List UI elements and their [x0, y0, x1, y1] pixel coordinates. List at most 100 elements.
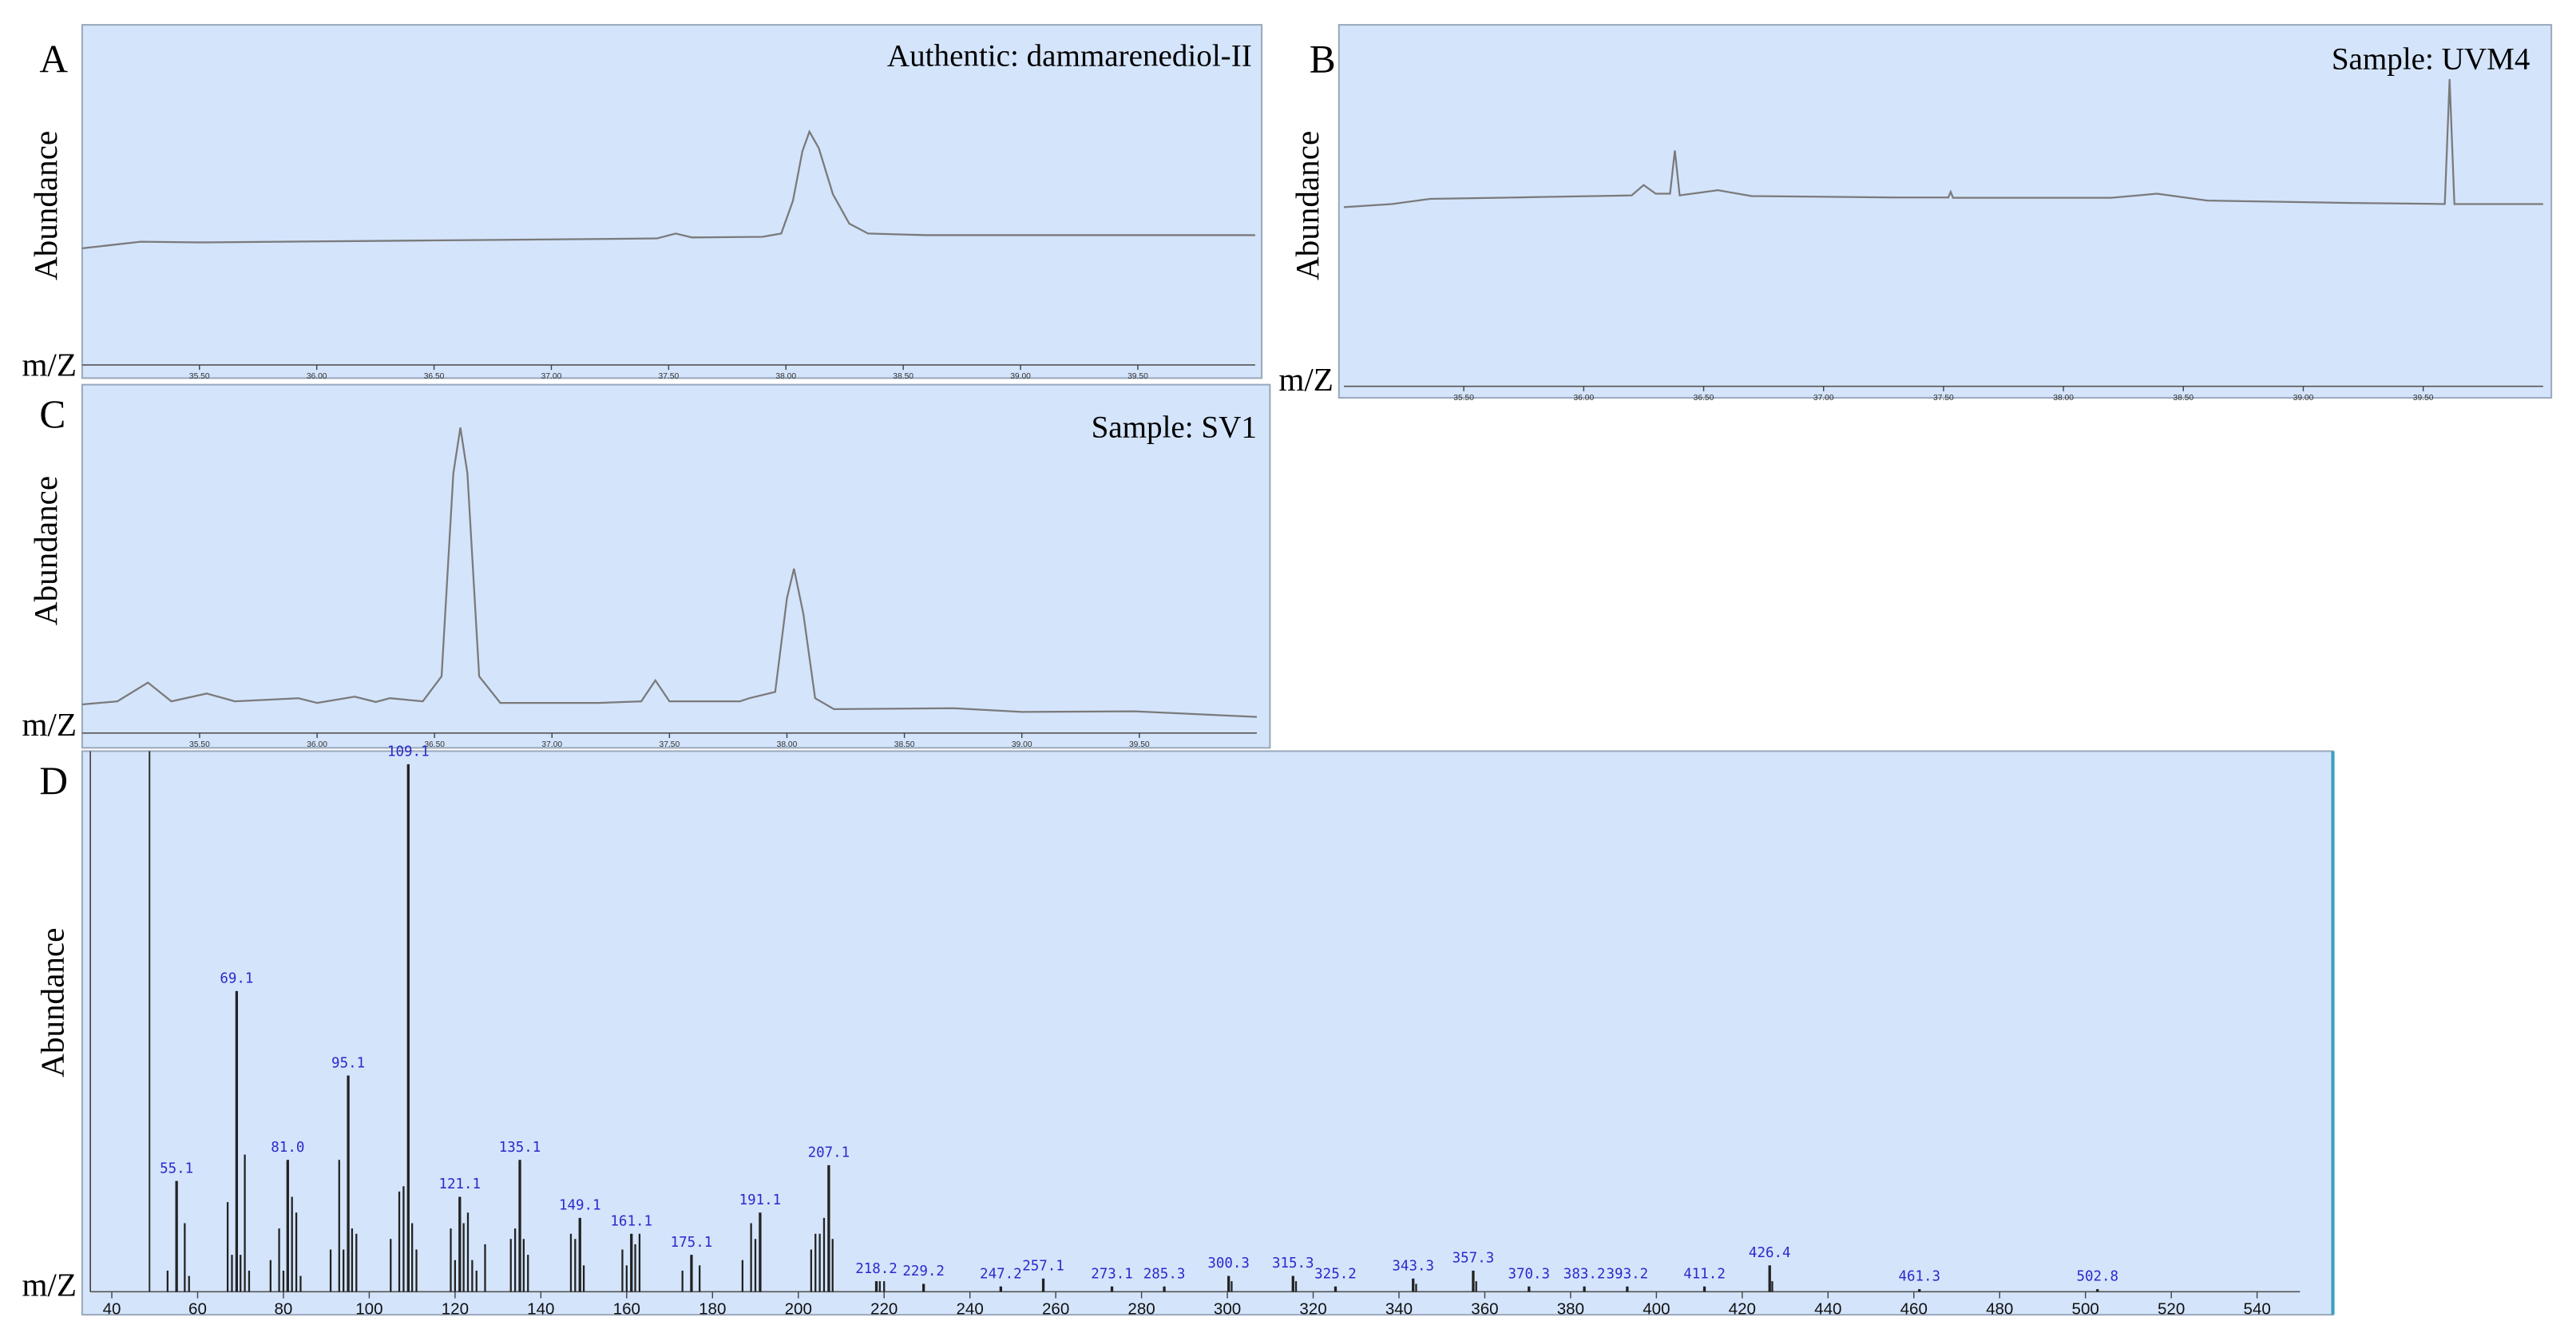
peak-label: 343.3: [1392, 1259, 1434, 1275]
x-tick-label: 37.00: [541, 740, 562, 749]
x-tick-label: 320: [1299, 1299, 1326, 1318]
peak-label: 247.2: [980, 1266, 1022, 1282]
y-axis-label: Abundance: [1289, 131, 1326, 280]
panel: A Authentic: dammarenediol-II Abundance m/Z…: [22, 24, 1263, 383]
peak-label: 135.1: [499, 1140, 541, 1156]
panel-label: C: [39, 392, 65, 436]
x-tick-label: 38.00: [775, 372, 796, 381]
peak-label: 218.2: [855, 1261, 898, 1277]
y-axis-label: Abundance: [27, 131, 64, 280]
x-tick-label: 280: [1127, 1299, 1155, 1318]
trace-line: [81, 427, 1257, 718]
x-tick-label: 180: [699, 1299, 726, 1318]
peak-label: 426.4: [1749, 1245, 1791, 1261]
peak-label: 175.1: [671, 1235, 713, 1251]
panel-title: Sample: UVM4: [2332, 42, 2530, 77]
x-tick-label: 240: [957, 1299, 984, 1318]
x-tick-label: 300: [1214, 1299, 1241, 1318]
x-tick-label: 39.00: [1012, 740, 1032, 749]
peak-label: 69.1: [220, 971, 253, 987]
x-tick-label: 36.00: [307, 740, 327, 749]
x-tick-label: 38.00: [777, 740, 798, 749]
x-tick-label: 39.00: [1010, 372, 1031, 381]
x-tick-label: 36.50: [1694, 394, 1714, 403]
x-tick-label: 400: [1643, 1299, 1670, 1318]
x-tick-label: 60: [188, 1299, 207, 1318]
peak-label: 300.3: [1207, 1256, 1250, 1272]
peak-label: 383.2: [1563, 1266, 1606, 1282]
peak-label: 411.2: [1683, 1266, 1726, 1282]
peak-label: 257.1: [1022, 1259, 1064, 1275]
x-axis-label: m/Z: [1278, 361, 1334, 398]
peak-label: 502.8: [2076, 1269, 2118, 1285]
x-tick-label: 38.50: [894, 740, 915, 749]
x-tick-label: 500: [2072, 1299, 2099, 1318]
x-tick-label: 36.50: [424, 740, 445, 749]
peak-label: 55.1: [160, 1160, 193, 1176]
peak-label: 161.1: [610, 1213, 652, 1229]
x-tick-label: 40: [103, 1299, 121, 1318]
x-tick-label: 39.50: [1129, 740, 1150, 749]
x-tick-label: 38.50: [893, 372, 913, 381]
peak-label: 357.3: [1452, 1251, 1495, 1267]
x-tick-label: 35.50: [1453, 394, 1474, 403]
x-tick-label: 100: [355, 1299, 382, 1318]
x-tick-label: 200: [785, 1299, 812, 1318]
panel: D Abundance m/Z 40 60 80 100 120 140 160 180 200 220…: [22, 744, 2335, 1318]
x-tick-label: 36.00: [307, 372, 327, 381]
x-tick-label: 36.50: [424, 372, 445, 381]
x-tick-label: 140: [527, 1299, 554, 1318]
trace-line: [81, 129, 1255, 250]
x-tick-label: 39.50: [2413, 394, 2434, 403]
x-tick-label: 36.00: [1573, 394, 1594, 403]
x-axis-label: m/Z: [22, 347, 77, 383]
peak-label: 393.2: [1607, 1266, 1649, 1282]
x-tick-label: 80: [275, 1299, 293, 1318]
x-tick-label: 360: [1471, 1299, 1498, 1318]
peak-label: 121.1: [438, 1176, 481, 1192]
y-axis-label: Abundance: [34, 928, 70, 1077]
peak-label: 325.2: [1314, 1266, 1357, 1282]
x-axis-label: m/Z: [22, 1267, 77, 1303]
x-tick-label: 260: [1042, 1299, 1069, 1318]
peak-label: 315.3: [1272, 1256, 1314, 1272]
x-axis-label: m/Z: [22, 706, 77, 743]
trace-line: [1343, 78, 2543, 208]
peak-label: 229.2: [902, 1264, 945, 1279]
x-tick-label: 520: [2158, 1299, 2185, 1318]
x-tick-label: 35.50: [189, 372, 210, 381]
y-axis-label: Abundance: [27, 476, 64, 625]
peak-label: 273.1: [1091, 1266, 1133, 1282]
peak-label: 461.3: [1898, 1269, 1940, 1285]
peak-label: 370.3: [1508, 1266, 1550, 1282]
panel-title: Sample: SV1: [1092, 410, 1257, 444]
panel: C Sample: SV1 Abundance m/Z 35.50 36.00 36.50 3…: [22, 383, 1271, 749]
x-tick-label: 220: [870, 1299, 898, 1318]
peak-label: 81.0: [271, 1140, 304, 1156]
x-tick-label: 380: [1557, 1299, 1584, 1318]
peak-label: 207.1: [808, 1145, 850, 1161]
x-tick-label: 37.50: [1933, 394, 1954, 403]
x-tick-label: 37.50: [659, 372, 680, 381]
x-tick-label: 120: [442, 1299, 469, 1318]
x-tick-label: 39.00: [2293, 394, 2314, 403]
x-tick-label: 440: [1814, 1299, 1841, 1318]
x-tick-label: 340: [1385, 1299, 1413, 1318]
peak-label: 285.3: [1143, 1266, 1186, 1282]
plot-background: [81, 24, 1263, 379]
panel-label: A: [39, 38, 68, 81]
plot-background: [81, 750, 2334, 1316]
plot-background: [1338, 24, 2553, 399]
x-tick-label: 35.50: [189, 740, 210, 749]
x-tick-label: 160: [613, 1299, 640, 1318]
x-tick-label: 37.00: [541, 372, 562, 381]
x-tick-label: 37.00: [1813, 394, 1834, 403]
x-tick-label: 38.50: [2173, 394, 2194, 403]
panel-label: B: [1310, 38, 1336, 81]
x-tick-label: 38.00: [2053, 394, 2074, 403]
peak-label: 191.1: [739, 1192, 782, 1208]
x-tick-label: 420: [1729, 1299, 1756, 1318]
panel: B Sample: UVM4 Abundance m/Z 35.50 36.00 36.50…: [1278, 24, 2553, 403]
